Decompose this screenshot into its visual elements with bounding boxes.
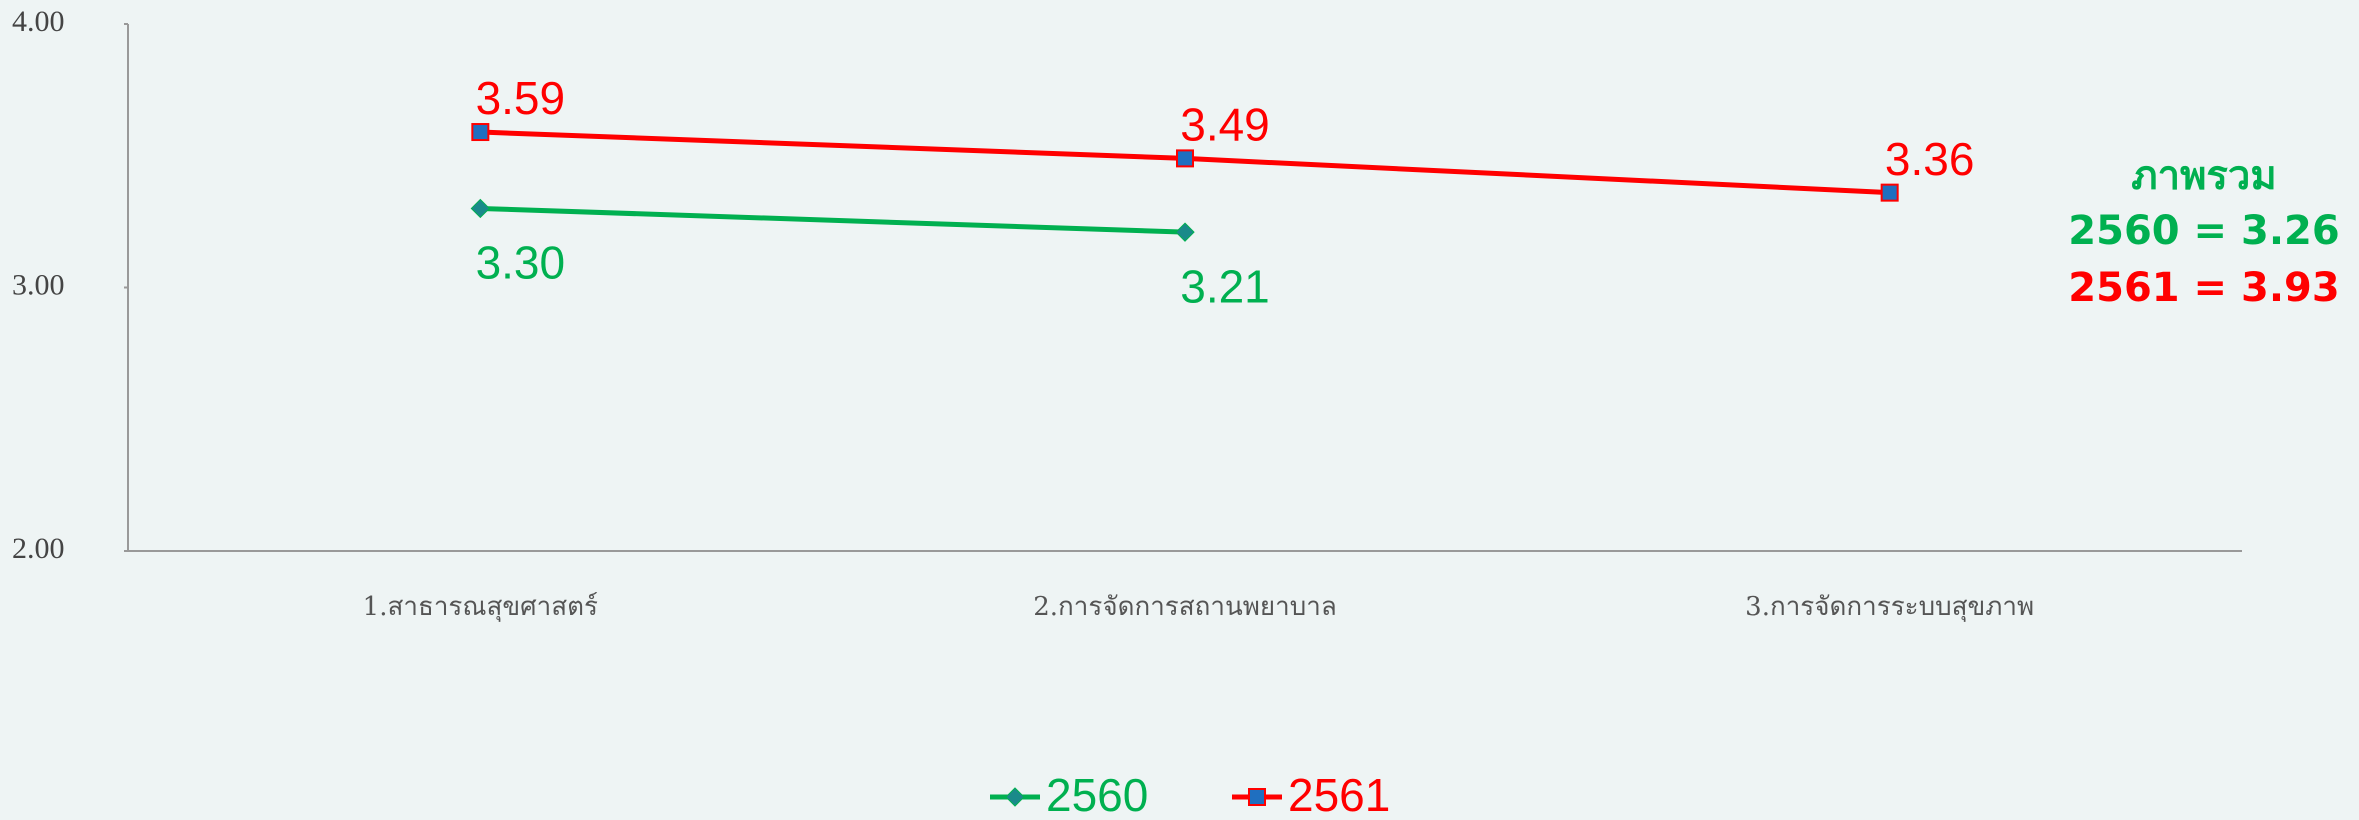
annotation: ภาพรวม (2131, 153, 2277, 199)
legend-label: 2561 (1288, 769, 1390, 820)
legend-label: 2560 (1046, 769, 1148, 820)
annotation: 2561 = 3.93 (2068, 265, 2339, 311)
x-tick-label: 3.การจัดการระบบสุขภาพ (1745, 592, 2034, 622)
y-tick-label: 3.00 (12, 268, 65, 301)
data-label: 3.21 (1180, 260, 1270, 312)
marker (472, 124, 488, 140)
marker (1249, 789, 1265, 805)
page: ภาพรวม 2560 = 3.26 2561 = 3.93 2.00 3.00 4… (0, 0, 2359, 820)
marker (1177, 150, 1193, 166)
data-label: 3.49 (1180, 99, 1270, 151)
annotation: 2560 = 3.26 (2068, 208, 2339, 254)
x-tick-label: 1.สาธารณสุขศาสตร์ (363, 592, 598, 622)
chart: ภาพรวม 2560 = 3.26 2561 = 3.93 2.00 3.00 4… (0, 0, 2359, 820)
y-tick-label: 4.00 (12, 5, 65, 38)
x-tick-label: 2.การจัดการสถานพยาบาล (1033, 592, 1337, 622)
data-label: 3.30 (476, 237, 566, 289)
data-label: 3.36 (1885, 133, 1975, 185)
marker (1882, 185, 1898, 201)
data-label: 3.59 (476, 72, 566, 124)
y-tick-label: 2.00 (12, 532, 65, 565)
